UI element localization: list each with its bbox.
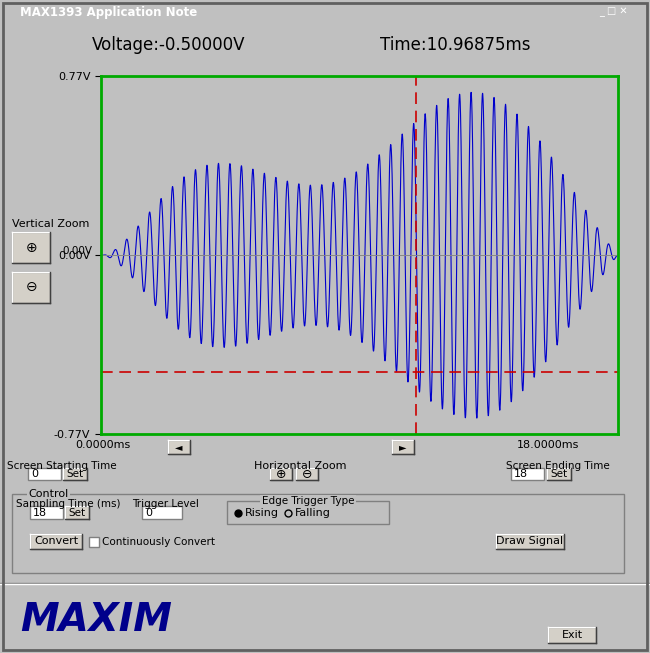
Text: 18: 18 [514,470,528,479]
FancyBboxPatch shape [227,502,389,524]
Text: ⊕: ⊕ [276,468,286,481]
Text: Set: Set [68,507,86,518]
FancyBboxPatch shape [496,534,564,549]
Text: 18: 18 [33,507,47,518]
Text: _ □ ✕: _ □ ✕ [599,7,627,18]
Text: Sampling Time (ms): Sampling Time (ms) [16,500,120,509]
Text: Trigger Level: Trigger Level [131,500,198,509]
FancyBboxPatch shape [63,468,87,481]
Text: Control: Control [28,490,68,500]
Text: MAX1393 Application Note: MAX1393 Application Note [20,6,197,19]
FancyBboxPatch shape [30,507,63,518]
Text: Edge Trigger Type: Edge Trigger Type [262,496,354,507]
Text: ⊖: ⊖ [25,280,37,295]
FancyBboxPatch shape [547,468,571,481]
Text: ⊕: ⊕ [25,240,37,255]
Text: Draw Signal: Draw Signal [497,536,564,546]
FancyBboxPatch shape [12,494,624,573]
Text: Set: Set [66,470,84,479]
Text: ◄: ◄ [176,442,183,453]
FancyBboxPatch shape [89,537,99,547]
FancyBboxPatch shape [65,507,89,518]
FancyBboxPatch shape [168,440,190,454]
FancyBboxPatch shape [548,627,596,643]
Text: Time:10.96875ms: Time:10.96875ms [380,36,530,54]
FancyBboxPatch shape [392,440,414,454]
FancyBboxPatch shape [28,468,61,481]
Text: Screen Starting Time: Screen Starting Time [7,462,117,471]
FancyBboxPatch shape [12,272,51,303]
Text: 0: 0 [31,470,38,479]
Text: ►: ► [399,442,407,453]
Text: Vertical Zoom: Vertical Zoom [12,219,89,229]
FancyBboxPatch shape [142,507,182,518]
Text: Falling: Falling [295,507,331,518]
Text: 18.0000ms: 18.0000ms [517,440,579,451]
Text: 0.0000ms: 0.0000ms [75,440,131,451]
Text: Screen Ending Time: Screen Ending Time [506,462,610,471]
Text: MAXIM: MAXIM [20,601,172,639]
Text: Set: Set [551,470,567,479]
Text: Convert: Convert [34,536,78,546]
FancyBboxPatch shape [511,468,544,481]
FancyBboxPatch shape [296,468,318,481]
Text: Continuously Convert: Continuously Convert [102,537,215,547]
Text: 0: 0 [145,507,152,518]
Text: 0.00V: 0.00V [62,246,92,256]
Text: Horizontal Zoom: Horizontal Zoom [254,462,346,471]
FancyBboxPatch shape [12,232,51,263]
FancyBboxPatch shape [270,468,292,481]
Text: ⊖: ⊖ [302,468,312,481]
Text: Exit: Exit [562,630,582,640]
Text: Rising: Rising [245,507,279,518]
FancyBboxPatch shape [30,534,82,549]
Text: Voltage:-0.50000V: Voltage:-0.50000V [92,36,246,54]
